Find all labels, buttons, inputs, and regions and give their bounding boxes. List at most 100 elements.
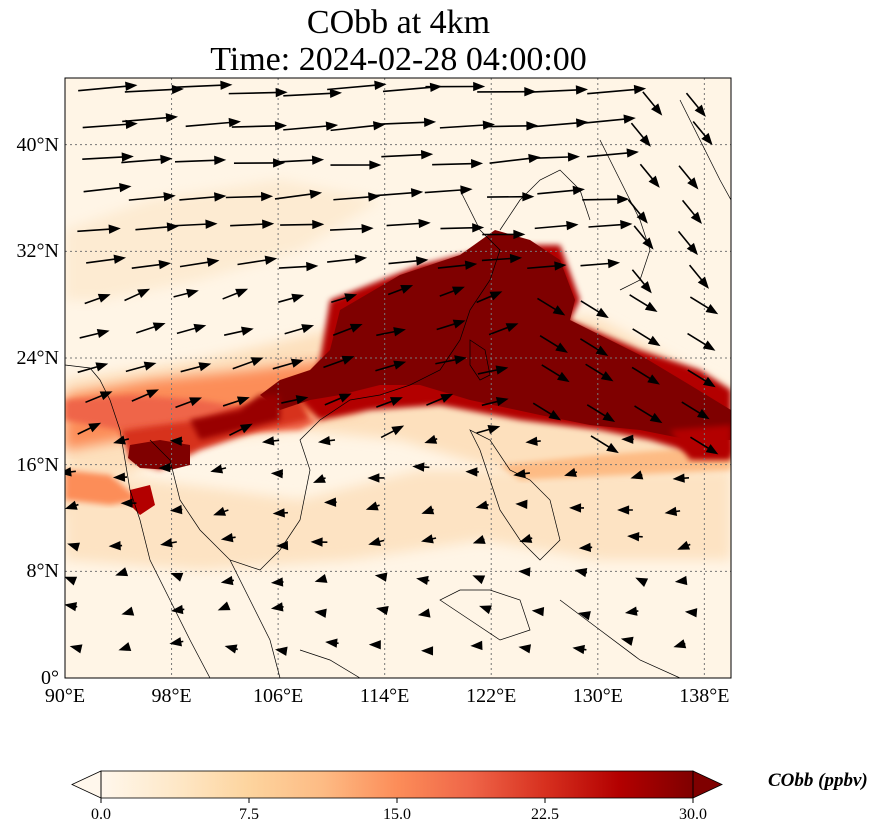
wind-arrow [230,219,275,229]
wind-arrow [642,91,663,116]
graticule [65,78,731,678]
wind-arrow [113,435,130,445]
wind-arrow [169,504,183,515]
wind-arrow [180,362,212,373]
wind-arrow [388,256,429,266]
wind-arrow [77,422,102,435]
wind-arrow [689,296,719,315]
wind-arrow [270,577,284,587]
wind-arrow [169,637,184,647]
wind-arrow [317,435,336,446]
wind-arrow [368,640,381,650]
wind-arrow [432,159,484,169]
wind-arrow [179,257,220,268]
wind-arrow [426,393,454,406]
wind-arrow [532,402,562,421]
wind-arrow [65,500,79,510]
wind-arrow [169,436,183,446]
wind-arrow [677,540,691,550]
wind-arrow [136,322,166,334]
wind-arrow [170,572,184,582]
wind-arrow [86,254,127,264]
wind-arrow [580,258,621,269]
wind-arrow [483,121,539,131]
wind-arrow [692,120,713,146]
wind-arrow [270,602,284,612]
wind-arrow [314,573,328,583]
wind-arrow [673,639,687,649]
wind-arrow [586,148,639,158]
wind-arrow [261,436,280,446]
wind-arrow [690,436,719,455]
wind-arrow [115,567,129,577]
wind-arrow [582,194,630,204]
wind-arrow [639,163,660,188]
colorbar-label: CObb (ppbv) [768,770,868,791]
wind-arrow [528,152,580,162]
wind-arrow [229,423,253,436]
wind-arrow [331,293,358,303]
lat-tick-label: 40°N [16,133,59,156]
wind-arrow [375,188,424,198]
wind-arrow [470,640,483,651]
coastlines [65,99,731,678]
wind-arrow [368,537,385,547]
wind-arrow [118,642,132,652]
wind-arrow [220,575,235,586]
wind-arrow [222,288,249,300]
wind-arrow [222,396,250,407]
wind-arrow [223,326,254,336]
wind-arrow [135,222,180,232]
wind-arrow [630,122,651,147]
wind-arrow [175,397,202,409]
wind-arrow [112,472,128,482]
wind-arrow [121,606,135,616]
wind-arrow [437,260,478,270]
wind-arrow [330,160,382,170]
wind-arrow [173,288,199,298]
lat-tick-label: 32°N [16,240,59,263]
wind-arrow [617,505,633,515]
wind-arrow [120,498,137,508]
wind-arrow [476,291,503,304]
wind-arrow [174,155,227,165]
wind-arrow [688,264,709,289]
wind-arrow [621,434,634,444]
wind-arrow [220,533,236,543]
wind-arrow [77,224,121,234]
wind-arrow [534,220,579,231]
wind-arrow [421,646,434,656]
wind-arrow [685,92,706,117]
wind-arrow [275,540,289,551]
wind-arrow [632,328,661,347]
wind-arrow [330,121,386,132]
wind-arrow [580,300,609,319]
lat-tick-label: 0° [41,667,59,689]
wind-arrow [332,323,363,336]
wind-arrow [631,366,660,385]
wind-arrow [325,638,339,648]
wind-arrow [518,567,531,577]
wind-arrow [684,608,698,618]
wind-arrow [687,369,716,388]
wind-arrow [213,506,229,516]
colorbar-tick-label: 0.0 [91,806,111,823]
colorbar-gradient [101,771,693,798]
wind-vectors [65,80,719,656]
lon-tick-label: 114°E [359,685,410,707]
map-time: Time: 2024-02-28 04:00:00 [210,41,587,78]
wind-arrow [386,218,431,229]
wind-arrow [310,537,328,547]
wind-arrow [586,404,616,423]
wind-arrow [681,401,710,420]
wind-arrow [158,462,172,473]
wind-arrow [380,117,437,128]
wind-arrow [122,113,179,123]
wind-arrow [128,192,176,202]
wind-arrow [479,605,492,615]
wind-arrow [65,467,76,477]
wind-arrow [585,363,614,382]
wind-arrow [564,467,578,477]
wind-arrow [330,223,374,234]
